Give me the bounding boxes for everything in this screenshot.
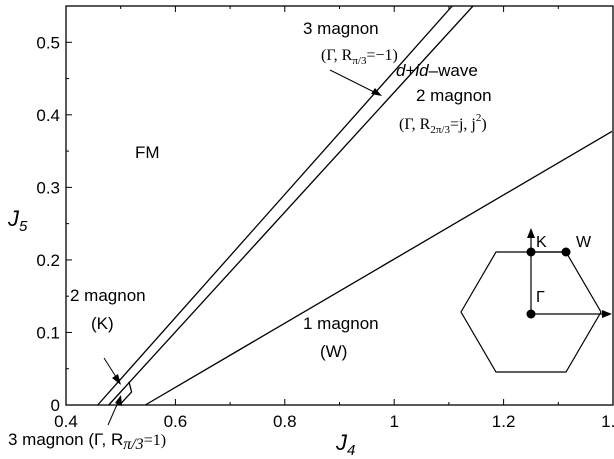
- w-point-dot: [561, 247, 571, 257]
- x-tick-label: 0.8: [273, 412, 297, 431]
- k-point-label: K: [536, 234, 547, 251]
- y-tick-label: 0.3: [36, 178, 60, 197]
- brillouin-zone-inset: K W Γ: [460, 228, 612, 373]
- x-axis-title: J4: [335, 430, 355, 459]
- phase-boundary-2: [108, 6, 474, 406]
- phase-boundary-1: [97, 6, 453, 406]
- y-tick-label: 0.1: [36, 323, 60, 342]
- x-tick-label: 0.4: [54, 412, 78, 431]
- y-tick-label: 0.2: [36, 251, 60, 270]
- x-tick-label: 1.2: [492, 412, 516, 431]
- two-magnon-k-arrowhead: [112, 374, 121, 385]
- three-magnon-top-arrow: [329, 69, 379, 95]
- fm-label: FM: [135, 143, 160, 162]
- dwave-condition: (Γ, R2π/3=j, j2): [399, 112, 487, 136]
- three-magnon-top-label: 3 magnon: [303, 19, 379, 38]
- axis-horizontal-arrowhead: [602, 310, 612, 318]
- three-magnon-bottom-arrowhead: [115, 395, 122, 406]
- x-tick-label: 1.4: [601, 412, 614, 431]
- three-magnon-bottom-label: 3 magnon (Γ, Rπ/3=1): [8, 430, 166, 453]
- phase-boundaries: [97, 6, 612, 406]
- one-magnon-w-point: (W): [320, 342, 347, 361]
- x-tick-label: 1: [389, 412, 398, 431]
- two-magnon-k-label: 2 magnon: [70, 286, 146, 305]
- y-tick-label: 0.4: [36, 106, 60, 125]
- y-axis-title: J5: [7, 206, 28, 235]
- w-point-label: W: [576, 234, 592, 251]
- dwave-magnon-label: 2 magnon: [416, 86, 492, 105]
- two-magnon-k-point: (K): [91, 314, 114, 333]
- y-tick-label: 0.5: [36, 33, 60, 52]
- phase-boundary-4: [119, 381, 133, 406]
- three-magnon-bottom-arrow: [107, 399, 120, 426]
- dwave-label: d+id–wave: [396, 61, 478, 80]
- three-magnon-top-condition: (Γ, Rπ/3=−1): [321, 47, 398, 67]
- x-tick-label: 0.6: [164, 412, 188, 431]
- gamma-point-dot: [526, 309, 536, 319]
- gamma-point-label: Γ: [536, 289, 545, 306]
- one-magnon-w-label: 1 magnon: [303, 314, 379, 333]
- y-tick-label: 0: [51, 396, 60, 415]
- axis-vertical-arrowhead: [527, 228, 535, 238]
- three-magnon-top-arrowhead: [371, 88, 382, 96]
- k-point-dot: [526, 247, 536, 257]
- phase-boundary-3: [144, 130, 612, 406]
